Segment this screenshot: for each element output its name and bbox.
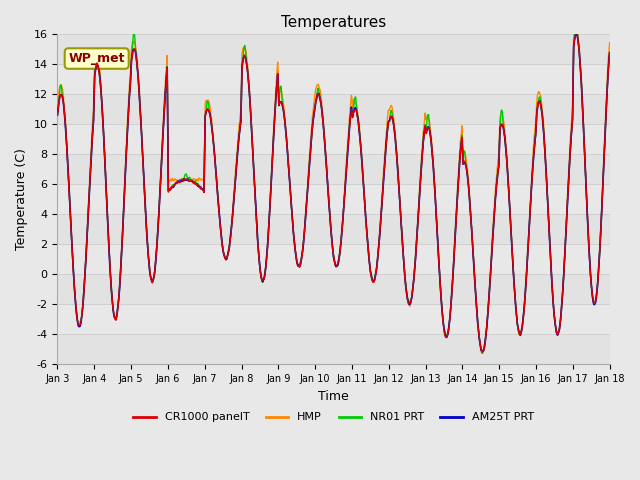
Bar bbox=[58, 34, 610, 64]
NR01 PRT bbox=[492, 190, 500, 196]
NR01 PRT bbox=[419, 139, 427, 145]
Bar bbox=[58, 214, 610, 244]
NR01 PRT bbox=[177, 177, 184, 182]
AM25T PRT bbox=[163, 69, 171, 74]
HMP bbox=[419, 130, 427, 136]
NR01 PRT bbox=[479, 350, 486, 356]
Bar bbox=[58, 154, 610, 184]
Line: HMP: HMP bbox=[58, 24, 610, 353]
Title: Temperatures: Temperatures bbox=[281, 15, 386, 30]
Line: AM25T PRT: AM25T PRT bbox=[58, 34, 610, 351]
Bar bbox=[58, 274, 610, 304]
CR1000 panelT bbox=[541, 143, 548, 148]
NR01 PRT bbox=[54, 110, 61, 116]
HMP bbox=[572, 21, 580, 26]
AM25T PRT bbox=[419, 140, 427, 145]
CR1000 panelT bbox=[177, 179, 184, 185]
AM25T PRT bbox=[177, 178, 184, 184]
CR1000 panelT bbox=[606, 50, 614, 56]
AM25T PRT bbox=[572, 31, 580, 37]
AM25T PRT bbox=[541, 142, 548, 147]
CR1000 panelT bbox=[572, 32, 580, 38]
Y-axis label: Temperature (C): Temperature (C) bbox=[15, 148, 28, 250]
HMP bbox=[54, 102, 61, 108]
HMP bbox=[238, 52, 246, 58]
HMP bbox=[177, 178, 184, 184]
Bar bbox=[58, 94, 610, 124]
Bar bbox=[58, 335, 610, 364]
NR01 PRT bbox=[606, 50, 614, 56]
CR1000 panelT bbox=[163, 70, 171, 76]
CR1000 panelT bbox=[419, 140, 427, 146]
HMP bbox=[478, 350, 486, 356]
HMP bbox=[541, 138, 548, 144]
HMP bbox=[606, 39, 614, 45]
NR01 PRT bbox=[541, 142, 548, 148]
HMP bbox=[492, 183, 500, 189]
Text: WP_met: WP_met bbox=[68, 52, 125, 65]
CR1000 panelT bbox=[492, 192, 500, 197]
AM25T PRT bbox=[492, 192, 500, 197]
AM25T PRT bbox=[478, 348, 486, 354]
NR01 PRT bbox=[573, 25, 580, 31]
NR01 PRT bbox=[163, 67, 171, 73]
CR1000 panelT bbox=[238, 66, 246, 72]
Line: CR1000 panelT: CR1000 panelT bbox=[58, 35, 610, 352]
X-axis label: Time: Time bbox=[318, 390, 349, 403]
AM25T PRT bbox=[238, 63, 246, 69]
CR1000 panelT bbox=[54, 112, 61, 118]
CR1000 panelT bbox=[478, 349, 486, 355]
AM25T PRT bbox=[606, 50, 614, 56]
Line: NR01 PRT: NR01 PRT bbox=[58, 28, 610, 353]
Legend: CR1000 panelT, HMP, NR01 PRT, AM25T PRT: CR1000 panelT, HMP, NR01 PRT, AM25T PRT bbox=[129, 408, 538, 427]
HMP bbox=[163, 58, 171, 63]
AM25T PRT bbox=[54, 112, 61, 118]
NR01 PRT bbox=[238, 63, 246, 69]
